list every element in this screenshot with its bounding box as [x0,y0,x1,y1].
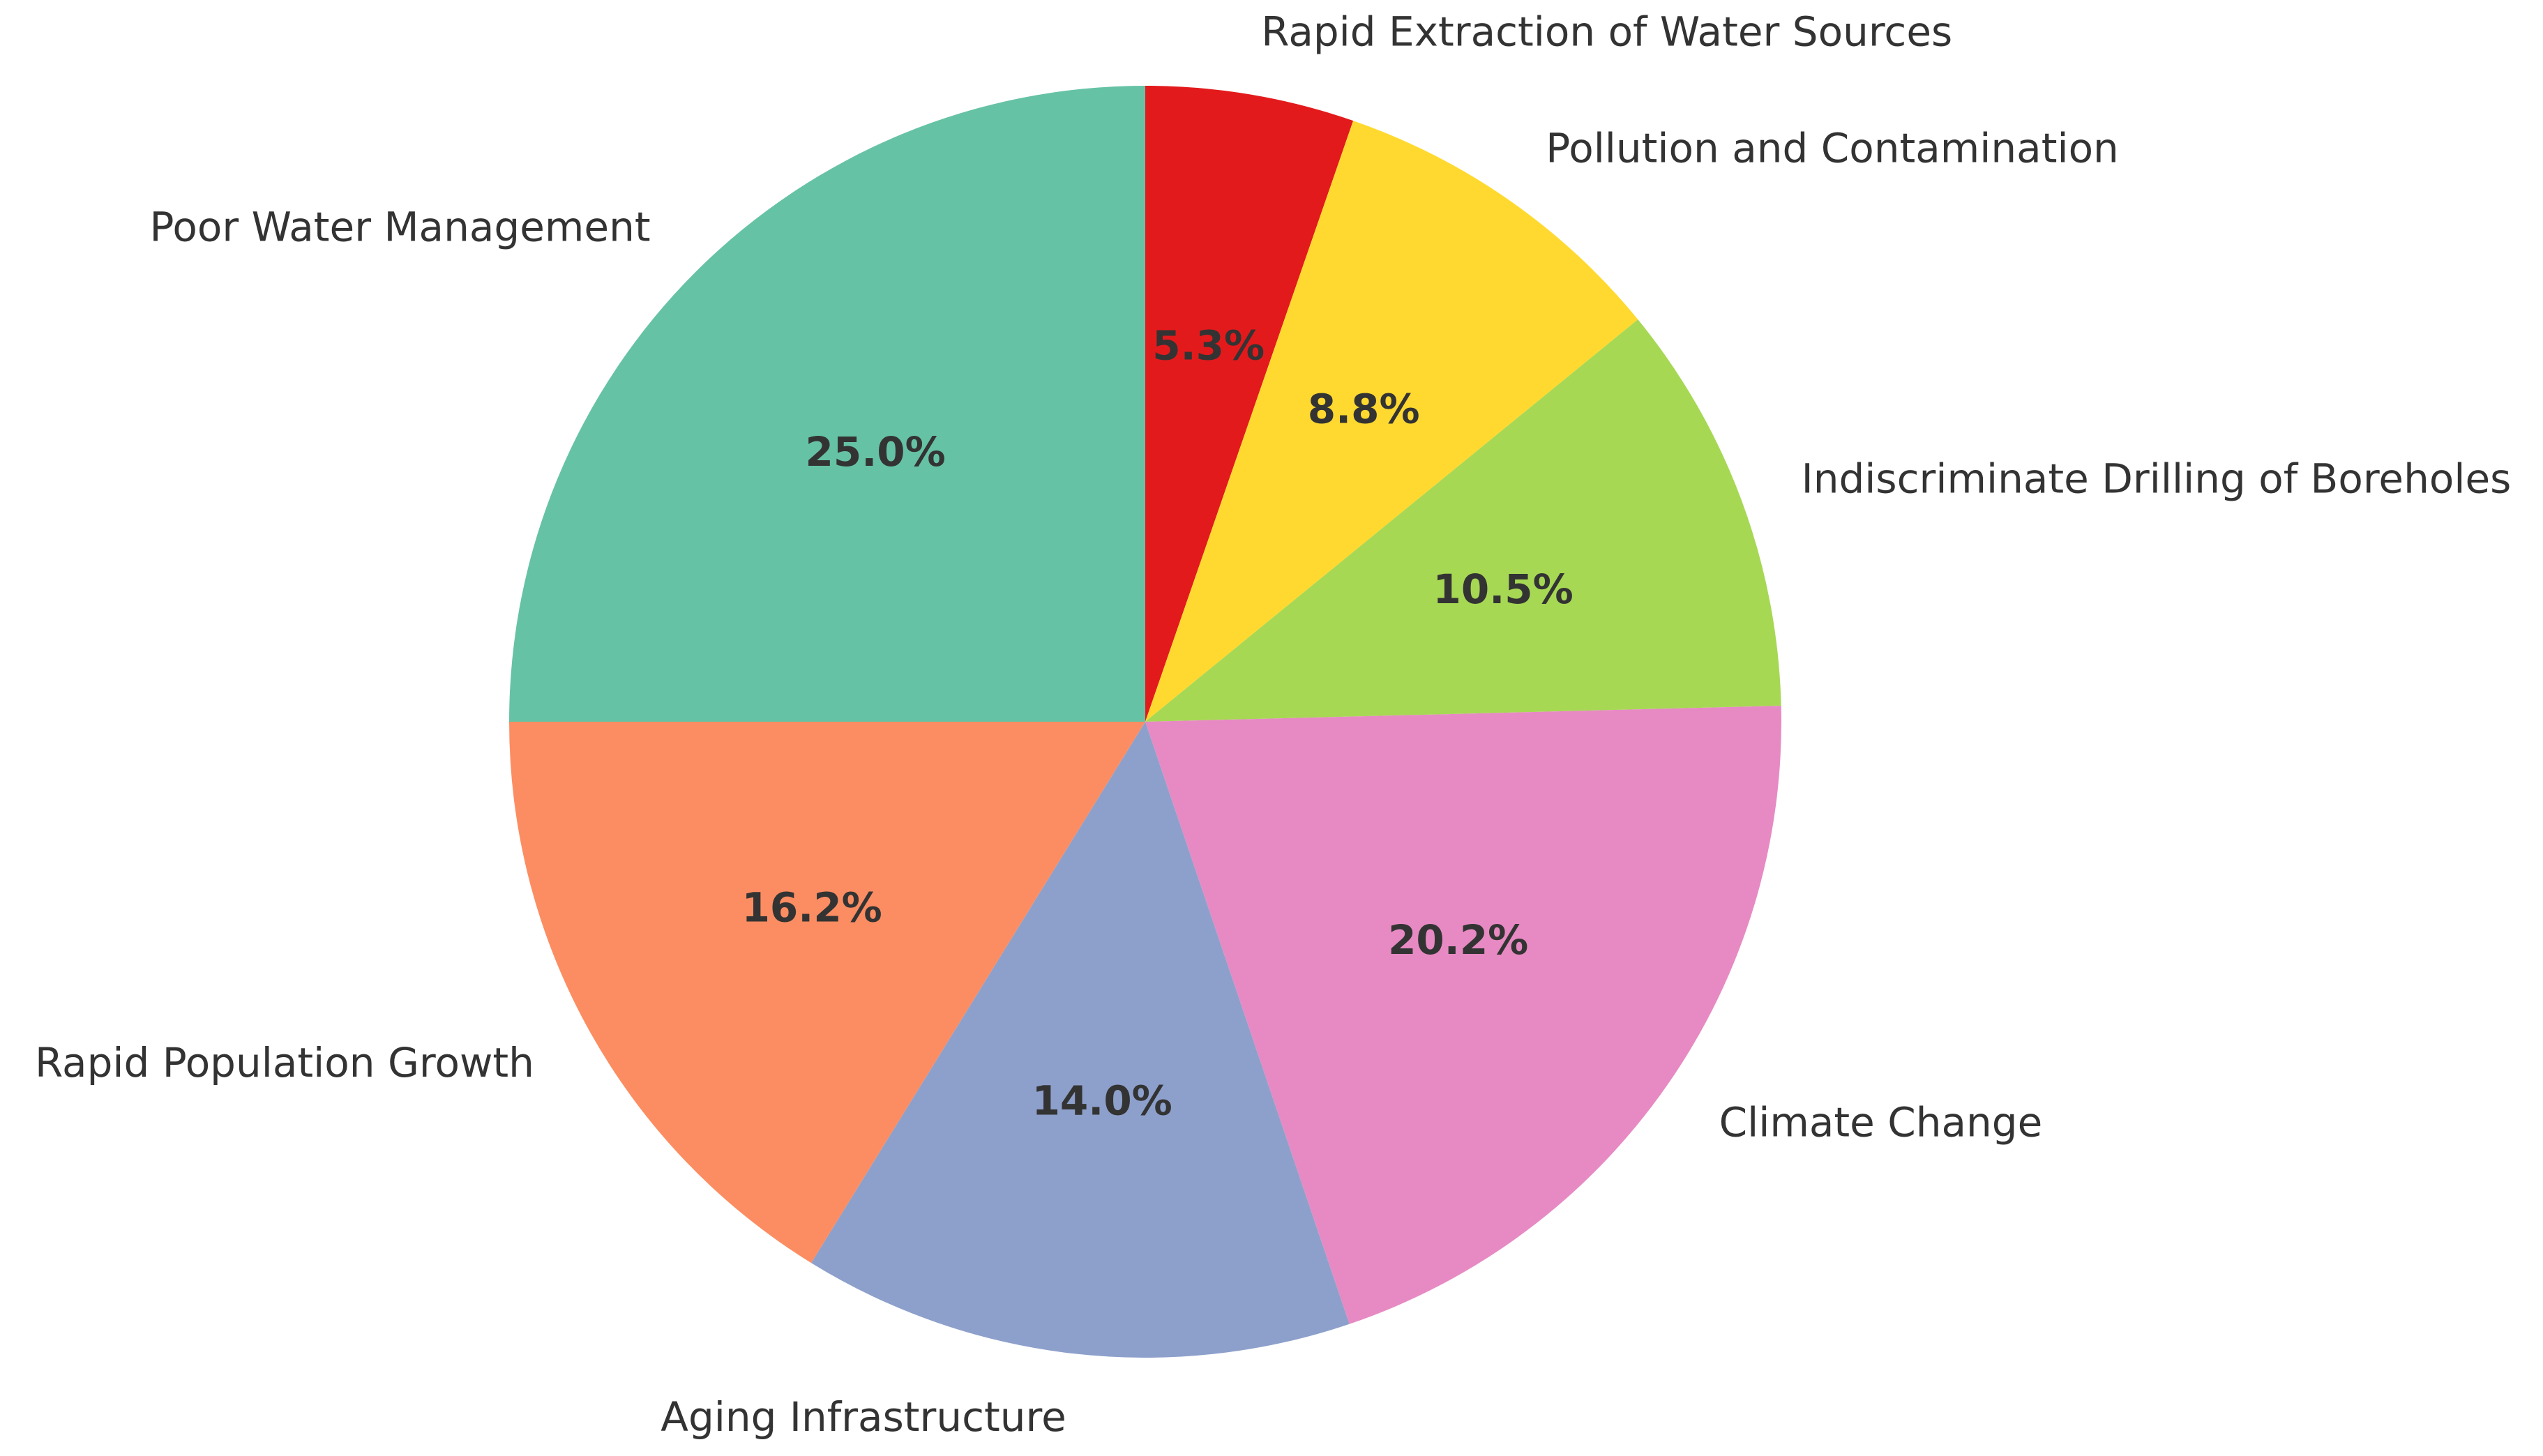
category-label-rapid-extraction-of-water-sources: Rapid Extraction of Water Sources [1261,8,1952,56]
pie-slice-poor-water-management [509,86,1145,722]
percentage-labels: 5.3% 8.8% 10.5% 20.2% 14.0% 16.2% 25.0% [742,321,1574,1124]
pct-label-poor-water-management: 25.0% [805,428,945,476]
pie-slice-rapid-population-growth [509,722,1145,1264]
pct-label-aging-infrastructure: 14.0% [1032,1077,1172,1125]
category-labels: Rapid Extraction of Water Sources Polluti… [35,8,2511,1441]
pct-label-climate-change: 20.2% [1388,916,1528,964]
category-label-climate-change: Climate Change [1719,1098,2043,1146]
category-label-indiscriminate-drilling-of-boreholes: Indiscriminate Drilling of Boreholes [1802,455,2512,502]
pct-label-pollution-and-contamination: 8.8% [1308,385,1420,432]
pct-label-rapid-extraction-of-water-sources: 5.3% [1152,321,1265,369]
pie-slice-pollution-and-contamination [1145,121,1638,722]
pie-slice-climate-change [1145,706,1781,1324]
pct-label-rapid-population-growth: 16.2% [742,884,882,932]
pie-slices [509,86,1781,1358]
pie-slice-indiscriminate-drilling-of-boreholes [1145,319,1781,722]
category-label-aging-infrastructure: Aging Infrastructure [661,1393,1066,1441]
pie-slice-aging-infrastructure [811,722,1350,1358]
category-label-poor-water-management: Poor Water Management [149,204,650,251]
pie-slice-rapid-extraction-of-water-sources [1145,86,1354,722]
category-label-rapid-population-growth: Rapid Population Growth [35,1039,534,1086]
category-label-pollution-and-contamination: Pollution and Contamination [1546,124,2119,172]
pct-label-indiscriminate-drilling-of-boreholes: 10.5% [1433,566,1573,613]
